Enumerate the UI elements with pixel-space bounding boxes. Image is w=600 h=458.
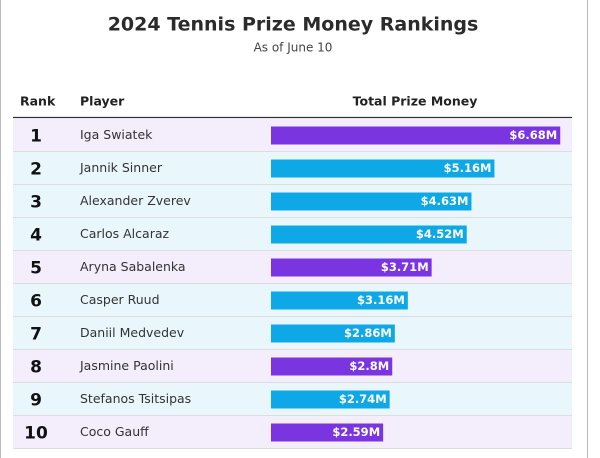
value-label: $2.8M	[349, 359, 389, 373]
value-label: $6.68M	[509, 128, 557, 142]
value-label: $2.86M	[344, 326, 392, 340]
bar	[271, 324, 395, 343]
rank: 5	[30, 259, 42, 279]
column-header: Rank	[20, 94, 56, 109]
rank: 2	[30, 160, 42, 180]
player-name: Alexander Zverev	[80, 193, 191, 208]
player-name: Jannik Sinner	[79, 160, 163, 175]
column-header: Total Prize Money	[353, 94, 478, 109]
value-label: $4.63M	[421, 194, 469, 208]
player-name: Jasmine Paolini	[79, 358, 174, 373]
rank: 10	[24, 424, 48, 444]
value-label: $3.16M	[357, 293, 405, 307]
bar	[271, 258, 432, 277]
bar	[271, 225, 467, 244]
player-name: Aryna Sabalenka	[80, 259, 186, 274]
rank: 9	[30, 391, 42, 411]
rank: 1	[30, 127, 42, 147]
bar	[271, 357, 393, 376]
player-name: Carlos Alcaraz	[80, 226, 169, 241]
player-name: Iga Swiatek	[80, 127, 153, 142]
bar	[271, 423, 384, 442]
bar	[271, 192, 472, 211]
rank: 4	[30, 226, 42, 246]
value-label: $5.16M	[444, 161, 492, 175]
value-label: $4.52M	[416, 227, 464, 241]
player-name: Stefanos Tsitsipas	[80, 391, 191, 406]
rank: 8	[30, 358, 42, 378]
bar	[271, 291, 408, 310]
chart-subtitle: As of June 10	[254, 41, 333, 55]
value-label: $3.71M	[381, 260, 429, 274]
chart-title: 2024 Tennis Prize Money Rankings	[108, 14, 479, 36]
player-name: Daniil Medvedev	[80, 325, 185, 340]
bar	[271, 126, 561, 145]
bar	[271, 159, 495, 178]
rank: 7	[30, 325, 42, 345]
bar	[271, 390, 390, 409]
value-label: $2.59M	[332, 425, 380, 439]
value-label: $2.74M	[339, 392, 387, 406]
rank: 3	[30, 193, 42, 213]
column-header: Player	[80, 94, 125, 109]
player-name: Casper Ruud	[80, 292, 160, 307]
player-name: Coco Gauff	[80, 424, 149, 439]
rank: 6	[30, 292, 42, 312]
